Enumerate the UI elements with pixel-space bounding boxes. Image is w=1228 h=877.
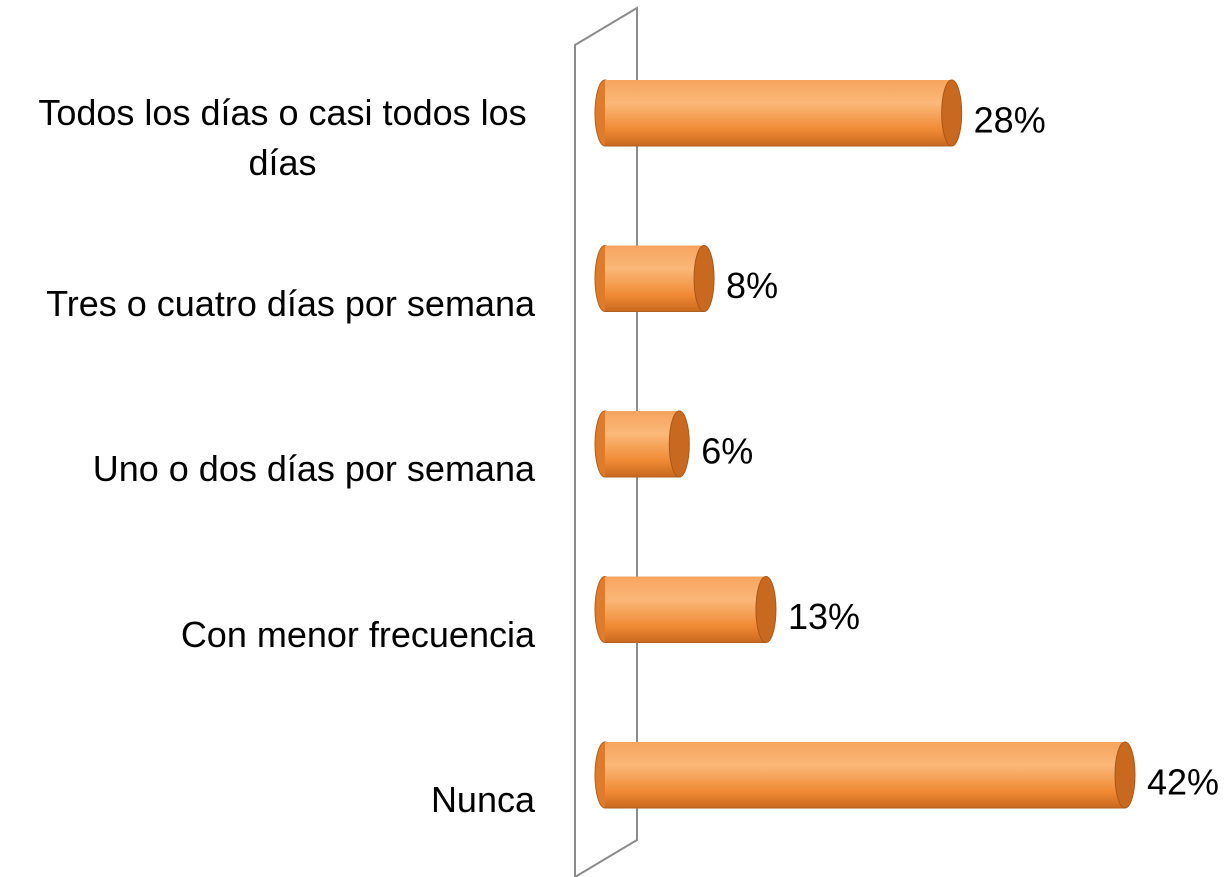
bar [605,411,680,477]
category-label: Nunca [430,779,535,820]
category-label: Tres o cuatro días por semana [46,282,535,324]
back-wall [574,6,638,877]
bar-end-cap [755,576,777,643]
value-label: 8% [726,265,778,306]
bar [605,742,1125,808]
bar-end-cap [1114,741,1136,809]
bar-end-cap [941,79,963,147]
category-label: Uno o dos días por semana [92,448,535,489]
value-label: 13% [788,596,860,637]
bar-end-cap [668,410,690,478]
bar [605,80,952,146]
category-label: Todos los días o casi todos los días [38,92,527,183]
bar [605,576,766,643]
category-label: Con menor frecuencia [180,613,535,655]
bar-end-cap [693,245,715,312]
bar [605,245,705,312]
value-label: 6% [701,431,753,472]
value-label: 42% [1147,762,1219,803]
value-label: 28% [974,100,1046,141]
